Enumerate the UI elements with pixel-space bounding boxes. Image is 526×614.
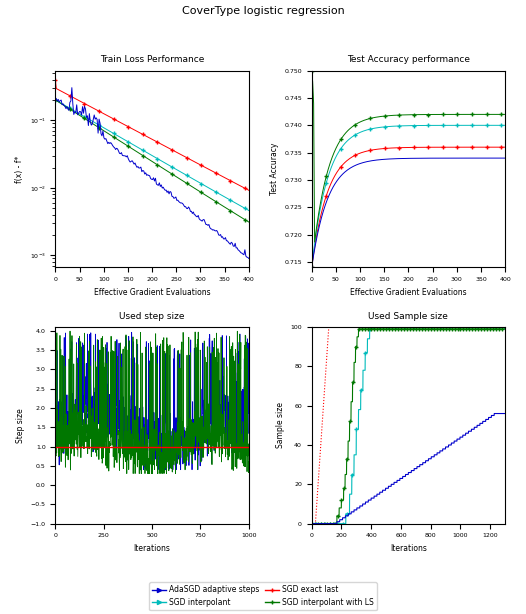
- Legend: AdaSGD adaptive steps, SGD interpolant, SGD exact last, SGD interpolant with LS: AdaSGD adaptive steps, SGD interpolant, …: [149, 582, 377, 610]
- Y-axis label: Sample size: Sample size: [276, 402, 285, 448]
- Y-axis label: Step size: Step size: [16, 408, 25, 443]
- X-axis label: Iterations: Iterations: [134, 544, 170, 553]
- X-axis label: Iterations: Iterations: [390, 544, 427, 553]
- Text: CoverType logistic regression: CoverType logistic regression: [181, 6, 345, 16]
- Title: Used Sample size: Used Sample size: [368, 312, 448, 321]
- Title: Train Loss Performance: Train Loss Performance: [100, 55, 204, 64]
- X-axis label: Effective Gradient Evaluations: Effective Gradient Evaluations: [94, 287, 210, 297]
- Title: Used step size: Used step size: [119, 312, 185, 321]
- X-axis label: Effective Gradient Evaluations: Effective Gradient Evaluations: [350, 287, 467, 297]
- Y-axis label: f(x) - f*: f(x) - f*: [15, 155, 24, 183]
- Title: Test Accuracy performance: Test Accuracy performance: [347, 55, 470, 64]
- Y-axis label: Test Accuracy: Test Accuracy: [270, 143, 279, 195]
